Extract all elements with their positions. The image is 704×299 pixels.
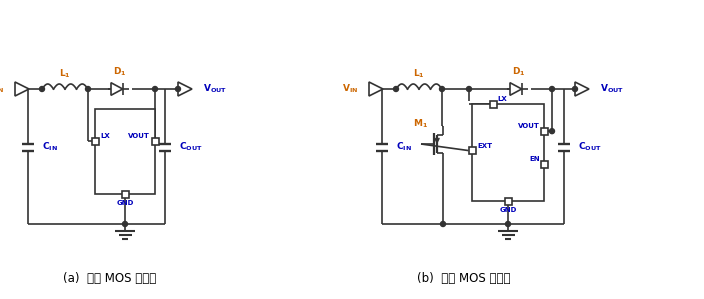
Text: $\mathregular{L_1}$: $\mathregular{L_1}$ (59, 68, 71, 80)
Text: $\mathregular{M_1}$: $\mathregular{M_1}$ (413, 118, 429, 130)
Bar (541, 128, 548, 135)
Polygon shape (178, 82, 192, 96)
Text: $\mathregular{V_{IN}}$: $\mathregular{V_{IN}}$ (342, 83, 358, 95)
Circle shape (550, 86, 555, 91)
Text: VOUT: VOUT (518, 123, 540, 129)
Polygon shape (575, 82, 589, 96)
Text: LX: LX (498, 96, 508, 102)
Text: GND: GND (116, 200, 134, 206)
Text: $\mathregular{C_{OUT}}$: $\mathregular{C_{OUT}}$ (578, 141, 601, 153)
Circle shape (85, 86, 91, 91)
Polygon shape (111, 83, 122, 95)
Circle shape (394, 86, 398, 91)
Text: $\mathregular{C_{IN}}$: $\mathregular{C_{IN}}$ (396, 141, 412, 153)
Bar (95, 109, 155, 194)
Text: EXT: EXT (477, 143, 492, 149)
Circle shape (572, 86, 577, 91)
Text: $\mathregular{D_1}$: $\mathregular{D_1}$ (513, 65, 526, 78)
Text: $\mathregular{V_{IN}}$: $\mathregular{V_{IN}}$ (0, 83, 4, 95)
Text: $\mathregular{L_1}$: $\mathregular{L_1}$ (413, 68, 425, 80)
Polygon shape (15, 82, 29, 96)
Circle shape (441, 222, 446, 227)
Circle shape (550, 129, 555, 134)
Text: $\mathregular{V_{OUT}}$: $\mathregular{V_{OUT}}$ (600, 83, 624, 95)
Bar (505, 198, 512, 205)
Bar (541, 161, 548, 168)
Polygon shape (510, 83, 522, 95)
Bar (122, 190, 129, 198)
Text: $\mathregular{D_1}$: $\mathregular{D_1}$ (113, 65, 127, 78)
Text: EN: EN (529, 156, 540, 162)
Text: (a)  内置 MOS 开关管: (a) 内置 MOS 开关管 (63, 272, 156, 286)
Circle shape (39, 86, 44, 91)
Text: LX: LX (100, 133, 110, 139)
Bar (151, 138, 158, 145)
Circle shape (153, 86, 158, 91)
Circle shape (175, 86, 180, 91)
Circle shape (122, 222, 127, 227)
Polygon shape (369, 82, 383, 96)
Bar (468, 147, 475, 154)
Text: GND: GND (499, 207, 517, 213)
Bar (472, 104, 544, 201)
Circle shape (467, 86, 472, 91)
Text: $\mathregular{V_{OUT}}$: $\mathregular{V_{OUT}}$ (203, 83, 227, 95)
Circle shape (505, 222, 510, 227)
Circle shape (439, 86, 444, 91)
Text: VOUT: VOUT (128, 133, 150, 139)
Text: $\mathregular{C_{OUT}}$: $\mathregular{C_{OUT}}$ (179, 141, 203, 153)
Bar (490, 100, 497, 108)
Text: (b)  外置 MOS 开关管: (b) 外置 MOS 开关管 (417, 272, 510, 286)
Text: $\mathregular{C_{IN}}$: $\mathregular{C_{IN}}$ (42, 141, 58, 153)
Bar (92, 138, 99, 145)
